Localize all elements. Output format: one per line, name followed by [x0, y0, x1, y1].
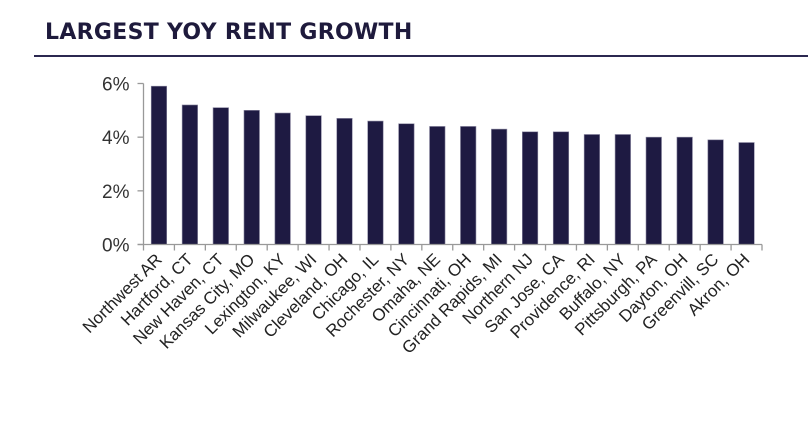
bar [212, 107, 229, 245]
bar [491, 128, 508, 245]
bar [367, 120, 384, 245]
bar [460, 126, 477, 245]
bar [738, 142, 755, 245]
y-tick-label: 2% [102, 182, 130, 203]
bars [150, 85, 755, 245]
y-tick-label: 4% [102, 128, 130, 149]
bar [398, 123, 415, 245]
bar [522, 131, 539, 245]
chart-title: LARGEST YOY RENT GROWTH [45, 20, 413, 45]
y-tick-label: 6% [102, 75, 130, 96]
bar [645, 136, 662, 245]
bar [305, 115, 322, 245]
y-axis: 0% 2% 4% 6% [102, 75, 145, 257]
bar [150, 85, 168, 245]
title-divider [34, 55, 808, 57]
y-tick-label: 0% [102, 236, 130, 257]
bar [676, 136, 693, 245]
bar [583, 134, 600, 245]
bar [181, 104, 198, 245]
bar [274, 112, 291, 245]
bar [243, 110, 260, 245]
bar [429, 126, 446, 245]
bar [336, 118, 353, 245]
bar [552, 131, 570, 245]
bar [614, 134, 631, 245]
bar [707, 139, 724, 245]
